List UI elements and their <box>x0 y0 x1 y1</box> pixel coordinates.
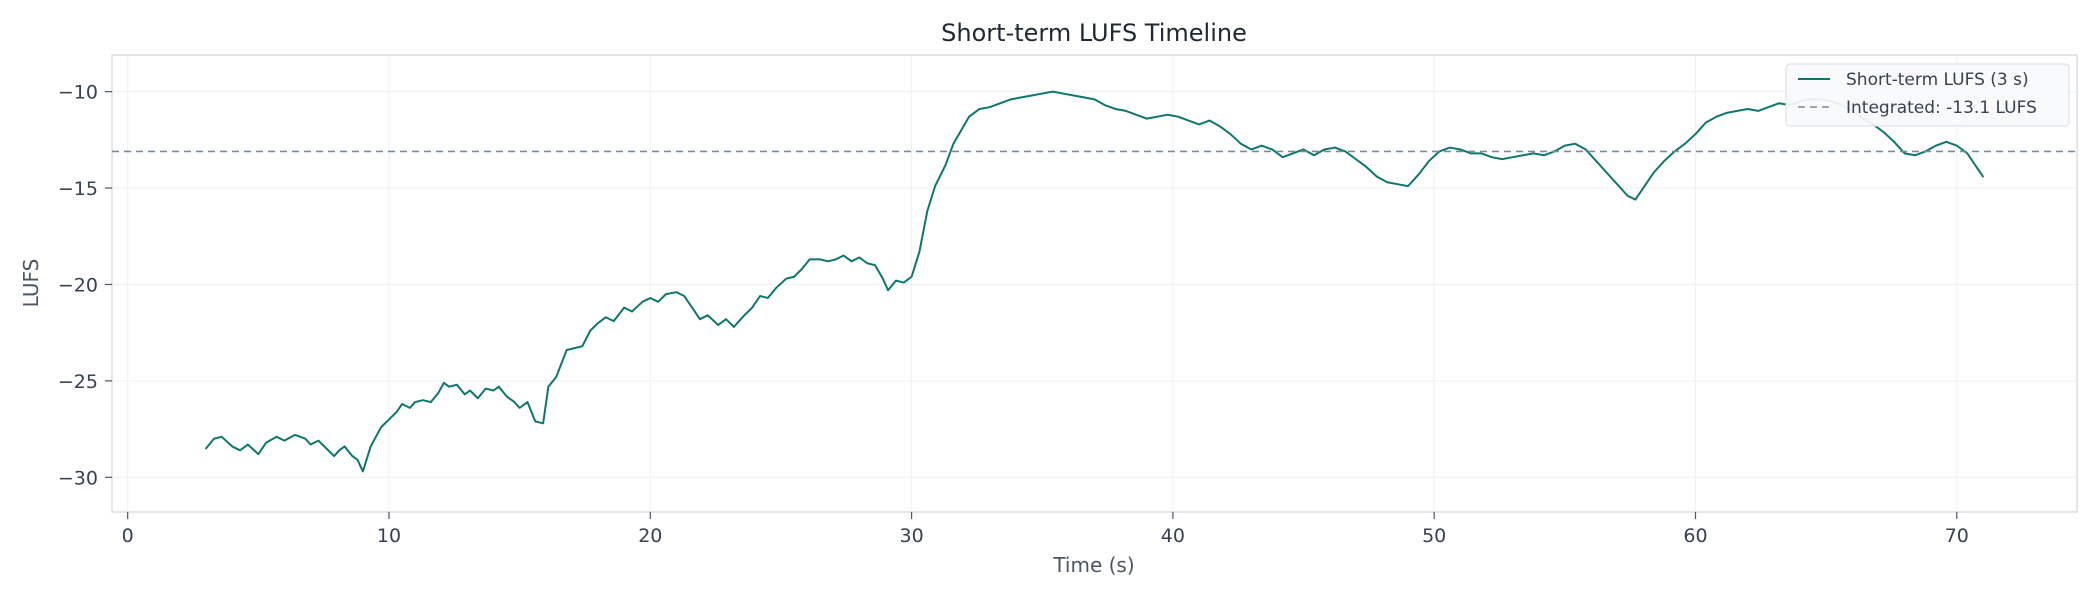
short-term-lufs-line <box>205 90 1984 473</box>
y-axis-label: LUFS <box>19 259 43 308</box>
x-tick-label: 50 <box>1422 525 1446 547</box>
y-tick-label: −30 <box>58 467 98 489</box>
y-tick-label: −15 <box>58 178 98 200</box>
y-tick-label: −10 <box>58 82 98 104</box>
series-layer <box>112 90 2077 473</box>
x-tick-label: 20 <box>638 525 662 547</box>
y-tick-label: −25 <box>58 371 98 393</box>
legend-box <box>1785 63 2070 127</box>
chart-title: Short-term LUFS Timeline <box>941 19 1247 47</box>
x-tick-label: 10 <box>377 525 401 547</box>
y-axis-ticks: −10 −15 −20 −25 −30 <box>58 82 112 489</box>
x-tick-label: 0 <box>122 525 134 547</box>
plot-frame <box>111 54 2078 513</box>
x-axis-label: Time (s) <box>1052 553 1134 577</box>
x-tick-label: 30 <box>899 525 923 547</box>
x-tick-label: 40 <box>1161 525 1185 547</box>
legend-label-short-term: Short-term LUFS (3 s) <box>1846 70 2029 90</box>
x-tick-label: 70 <box>1945 525 1969 547</box>
chart-legend: Short-term LUFS (3 s) Integrated: -13.1 … <box>1785 63 2070 127</box>
legend-label-integrated: Integrated: -13.1 LUFS <box>1846 98 2037 118</box>
y-tick-label: −20 <box>58 274 98 296</box>
x-tick-label: 60 <box>1683 525 1707 547</box>
x-axis-ticks: 0 10 20 30 40 50 60 70 <box>122 512 1969 547</box>
grid-layer <box>112 55 2077 512</box>
